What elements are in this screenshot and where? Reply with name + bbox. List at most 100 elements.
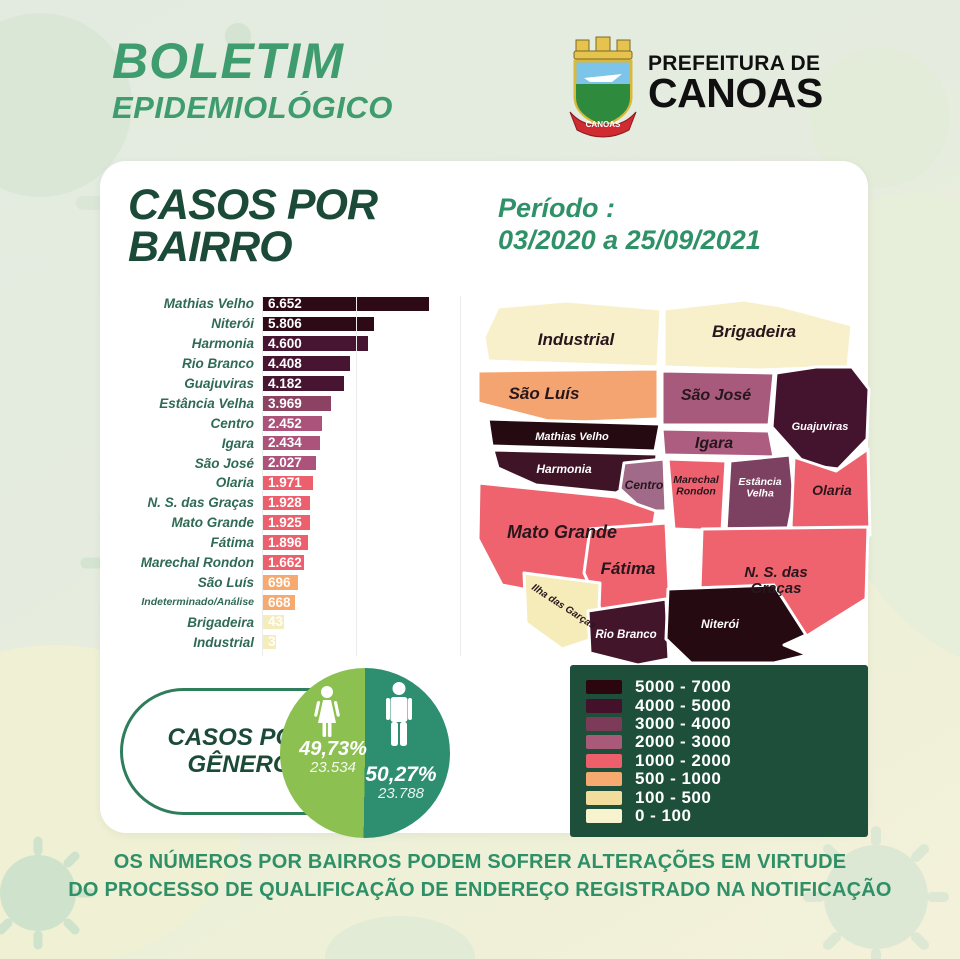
bar-value: 43 [268, 614, 284, 630]
legend-swatch [586, 698, 622, 713]
map-label-olaria: Olaria [812, 482, 852, 498]
legend-range-label: 2000 - 3000 [635, 732, 732, 752]
legend-row: 1000 - 2000 [586, 750, 868, 770]
grid-line [460, 296, 461, 656]
legend-swatch [586, 735, 622, 750]
map-region-harmonia [491, 448, 659, 495]
bar-value: 1.896 [268, 534, 302, 550]
panel-title-line1: CASOS POR [128, 181, 378, 229]
map-region-ilha-das-garcas [522, 571, 602, 651]
legend-swatch [586, 808, 622, 823]
gender-pie-chart: 49,73% 23.534 50,27% 23.788 [280, 668, 450, 838]
map-label-fatima: Fátima [601, 559, 656, 578]
bar-category-label: Estância Velha [159, 395, 254, 411]
bar-category-label: Industrial [193, 634, 254, 650]
map-label-marechal-rondon: Marechal Rondon [673, 474, 720, 497]
bar-row: Igara 2.434 [130, 433, 570, 453]
bar-row: Niterói 5.806 [130, 314, 570, 334]
male-percent: 50,27% [365, 763, 437, 786]
period: Período : 03/2020 a 25/09/2021 [498, 193, 761, 257]
bar-rows: Mathias Velho 6.652 Niterói 5.806 Harmonia 4.… [130, 294, 570, 652]
bar-row: Estância Velha 3.969 [130, 393, 570, 413]
legend-row: 5000 - 7000 [586, 677, 868, 696]
bar-category-label: Olaria [215, 475, 254, 491]
org-name-line2: CANOAS [648, 70, 823, 116]
bar-row: N. S. das Graças 1.928 [130, 493, 570, 513]
bar-value: 1.971 [268, 475, 302, 491]
map-label-guajuviras: Guajuviras [792, 421, 849, 433]
legend-row: 2000 - 3000 [586, 732, 868, 752]
period-label: Período : [498, 193, 616, 223]
bar: 1.662 [262, 555, 304, 570]
bar-row: Rio Branco 4.408 [130, 354, 570, 374]
bar-row: Industrial 3 [130, 632, 570, 652]
bar-value: 1.925 [268, 514, 302, 530]
map-region-rio-branco [586, 597, 671, 667]
bar-row: Marechal Rondon 1.662 [130, 553, 570, 573]
bar-category-label: Guajuviras [184, 376, 254, 391]
bar-value: 2.027 [268, 455, 302, 471]
bar-category-label: Brigadeira [187, 614, 254, 630]
bar: 3.969 [262, 396, 331, 411]
female-percent: 49,73% [299, 738, 367, 760]
map-label-mathias-velho: Mathias Velho [535, 431, 609, 443]
bar-row: Mato Grande 1.925 [130, 513, 570, 533]
bar: 4.408 [262, 356, 350, 371]
bar-category-label: Harmonia [191, 336, 254, 352]
map-region-guajuviras [770, 365, 871, 471]
map-label-estancia-velha: Estância Velha [738, 476, 781, 499]
map-label-industrial: Industrial [538, 330, 616, 349]
map-label-sao-luis: São Luís [509, 384, 580, 403]
bar: 2.434 [262, 435, 320, 451]
map-label-centro: Centro [625, 478, 664, 492]
bar-category-label: Marechal Rondon [140, 555, 254, 571]
bar-category-label: Indeterminado/Análise [141, 596, 254, 609]
grid-line [356, 296, 357, 656]
bar-value: 1.662 [268, 554, 302, 570]
male-count: 23.788 [378, 785, 424, 802]
legend-range-label: 100 - 500 [635, 787, 712, 807]
legend-range-label: 500 - 1000 [635, 769, 722, 789]
bar-row: Fátima 1.896 [130, 533, 570, 553]
female-count: 23.534 [310, 759, 356, 776]
org-name-line1: PREFEITURA DE [648, 52, 821, 75]
map-region-mathias-velho [486, 417, 662, 453]
male-icon [386, 682, 412, 746]
bar-value: 2.452 [268, 415, 302, 431]
content-card: CASOS POR BAIRRO Período : 03/2020 a 25/… [100, 161, 872, 838]
legend-range-label: 4000 - 5000 [635, 695, 732, 715]
bar-row: São José 2.027 [130, 453, 570, 473]
crest-banner-text: CANOAS [586, 120, 621, 129]
bar-category-label: Fátima [210, 535, 254, 551]
period-value: 03/2020 a 25/09/2021 [498, 224, 761, 255]
legend-range-label: 3000 - 4000 [635, 713, 732, 733]
map-label-mato-grande: Mato Grande [507, 522, 617, 542]
bar: 5.806 [262, 316, 374, 332]
bar: 2.452 [262, 416, 322, 431]
bulletin-title-line1: BOLETIM [112, 33, 344, 89]
panel-title: CASOS POR BAIRRO [128, 181, 378, 271]
bar-value: 6.652 [268, 296, 302, 312]
map-region-niteroi [664, 583, 810, 665]
bar-row: Guajuviras 4.182 [130, 374, 570, 394]
bar-row: Brigadeira 43 [130, 612, 570, 632]
legend-row: 0 - 100 [586, 806, 868, 825]
legend-rows: 5000 - 7000 4000 - 5000 3000 - 4000 2000 - … [586, 677, 868, 825]
bar-row: Harmonia 4.600 [130, 334, 570, 354]
bar: 3 [262, 634, 276, 650]
map-label-brigadeira: Brigadeira [712, 322, 796, 341]
map-legend: 5000 - 7000 4000 - 5000 3000 - 4000 2000 - … [570, 665, 868, 837]
bar: 4.182 [262, 376, 344, 391]
bar-value: 4.182 [268, 375, 302, 391]
panel-title-line2: BAIRRO [128, 222, 293, 271]
map-label-ns-gracas: N. S. das Graças [744, 564, 807, 597]
legend-swatch [586, 716, 622, 731]
legend-row: 100 - 500 [586, 787, 868, 807]
bar-category-label: São José [194, 455, 254, 471]
bar: 1.925 [262, 515, 310, 530]
map-region-brigadeira [662, 298, 854, 372]
bar-value: 1.928 [268, 495, 302, 511]
legend-range-label: 1000 - 2000 [635, 750, 732, 770]
legend-row: 4000 - 5000 [586, 695, 868, 715]
